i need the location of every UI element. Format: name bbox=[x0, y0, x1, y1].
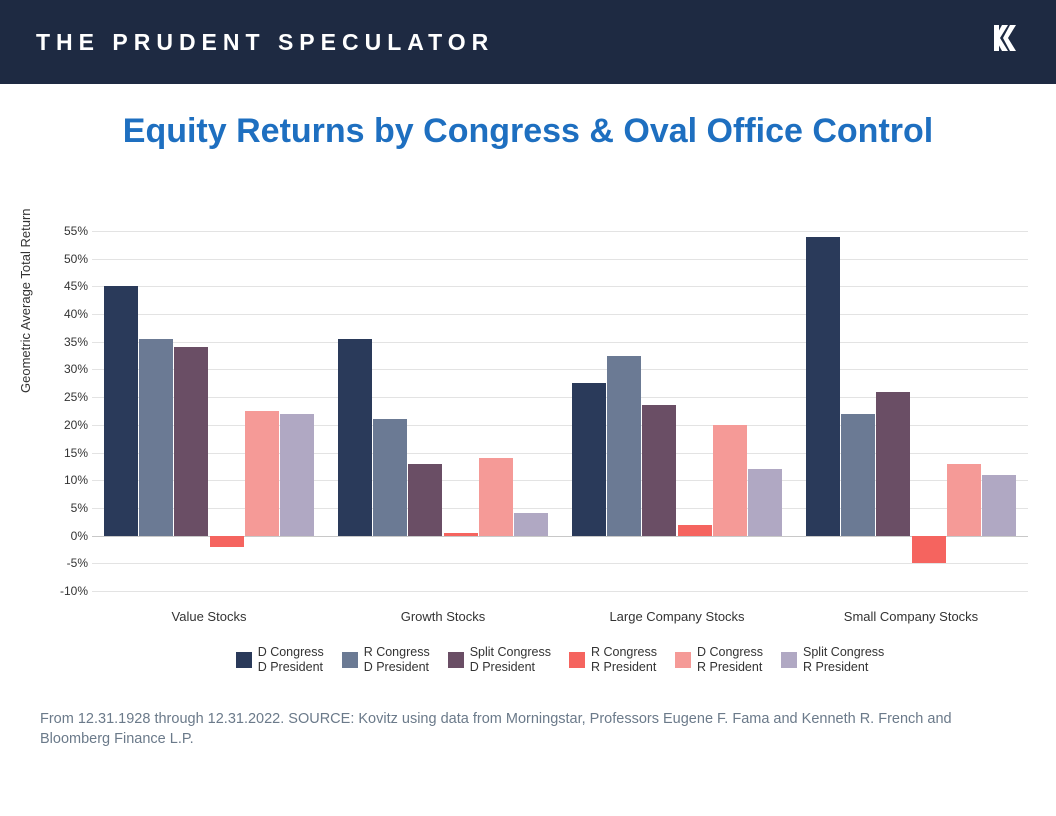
chart-bar bbox=[947, 464, 981, 536]
source-note: From 12.31.1928 through 12.31.2022. SOUR… bbox=[40, 709, 1016, 750]
chart-bar bbox=[245, 411, 279, 536]
legend-swatch bbox=[236, 652, 252, 668]
chart-bar bbox=[139, 339, 173, 536]
chart-plot-area: -10%-5%0%5%10%15%20%25%30%35%40%45%50%55… bbox=[92, 231, 1028, 591]
chart-bar bbox=[514, 513, 548, 535]
chart-legend: D Congress D President R Congress D Presi… bbox=[92, 645, 1028, 675]
chart-group: Large Company Stocks bbox=[560, 231, 794, 591]
chart-bar bbox=[104, 286, 138, 535]
chart-bar bbox=[607, 356, 641, 536]
chart-bar bbox=[408, 464, 442, 536]
category-label: Large Company Stocks bbox=[560, 591, 794, 624]
legend-swatch bbox=[448, 652, 464, 668]
y-axis-label: Geometric Average Total Return bbox=[18, 208, 33, 393]
category-label: Value Stocks bbox=[92, 591, 326, 624]
category-label: Growth Stocks bbox=[326, 591, 560, 624]
legend-label: D Congress D President bbox=[258, 645, 324, 675]
legend-label: R Congress D President bbox=[364, 645, 430, 675]
chart-group: Small Company Stocks bbox=[794, 231, 1028, 591]
chart-title: Equity Returns by Congress & Oval Office… bbox=[0, 112, 1056, 151]
chart-container: Geometric Average Total Return -10%-5%0%… bbox=[28, 231, 1028, 675]
chart-bar bbox=[713, 425, 747, 536]
legend-label: R Congress R President bbox=[591, 645, 657, 675]
chart-bar bbox=[642, 405, 676, 535]
legend-item: R Congress R President bbox=[569, 645, 657, 675]
legend-item: Split Congress R President bbox=[781, 645, 884, 675]
y-tick-label: 40% bbox=[48, 307, 88, 321]
chart-bar bbox=[982, 475, 1016, 536]
legend-label: D Congress R President bbox=[697, 645, 763, 675]
legend-swatch bbox=[781, 652, 797, 668]
brand-title: THE PRUDENT SPECULATOR bbox=[36, 29, 494, 56]
y-tick-label: 10% bbox=[48, 473, 88, 487]
legend-item: Split Congress D President bbox=[448, 645, 551, 675]
y-tick-label: 35% bbox=[48, 335, 88, 349]
category-label: Small Company Stocks bbox=[794, 591, 1028, 624]
y-tick-label: 15% bbox=[48, 446, 88, 460]
y-tick-label: 25% bbox=[48, 390, 88, 404]
chart-bar bbox=[373, 419, 407, 535]
chart-bar bbox=[876, 392, 910, 536]
chart-bar bbox=[806, 237, 840, 536]
legend-swatch bbox=[675, 652, 691, 668]
chart-bar bbox=[280, 414, 314, 536]
chart-bar bbox=[338, 339, 372, 536]
y-tick-label: 0% bbox=[48, 529, 88, 543]
chart-bar bbox=[748, 469, 782, 535]
chart-bar bbox=[444, 533, 478, 536]
legend-swatch bbox=[342, 652, 358, 668]
chart-bar bbox=[210, 536, 244, 547]
y-tick-label: 45% bbox=[48, 279, 88, 293]
chart-bar bbox=[912, 536, 946, 564]
y-tick-label: 5% bbox=[48, 501, 88, 515]
y-tick-label: 55% bbox=[48, 224, 88, 238]
legend-swatch bbox=[569, 652, 585, 668]
chart-bar bbox=[678, 525, 712, 536]
chart-group: Value Stocks bbox=[92, 231, 326, 591]
chart-bar bbox=[174, 347, 208, 535]
page-header: THE PRUDENT SPECULATOR bbox=[0, 0, 1056, 84]
chart-bar bbox=[479, 458, 513, 536]
chart-group: Growth Stocks bbox=[326, 231, 560, 591]
y-tick-label: -10% bbox=[48, 584, 88, 598]
legend-item: D Congress R President bbox=[675, 645, 763, 675]
legend-item: R Congress D President bbox=[342, 645, 430, 675]
chart-bar bbox=[841, 414, 875, 536]
y-tick-label: 30% bbox=[48, 362, 88, 376]
legend-label: Split Congress R President bbox=[803, 645, 884, 675]
y-tick-label: 50% bbox=[48, 252, 88, 266]
brand-logo-icon bbox=[990, 23, 1020, 61]
legend-item: D Congress D President bbox=[236, 645, 324, 675]
chart-bar bbox=[572, 383, 606, 535]
y-tick-label: -5% bbox=[48, 556, 88, 570]
y-tick-label: 20% bbox=[48, 418, 88, 432]
legend-label: Split Congress D President bbox=[470, 645, 551, 675]
